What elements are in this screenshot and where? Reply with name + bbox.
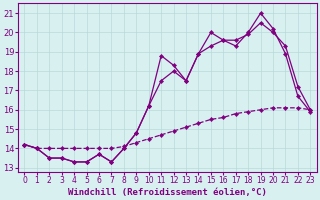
X-axis label: Windchill (Refroidissement éolien,°C): Windchill (Refroidissement éolien,°C)	[68, 188, 267, 197]
